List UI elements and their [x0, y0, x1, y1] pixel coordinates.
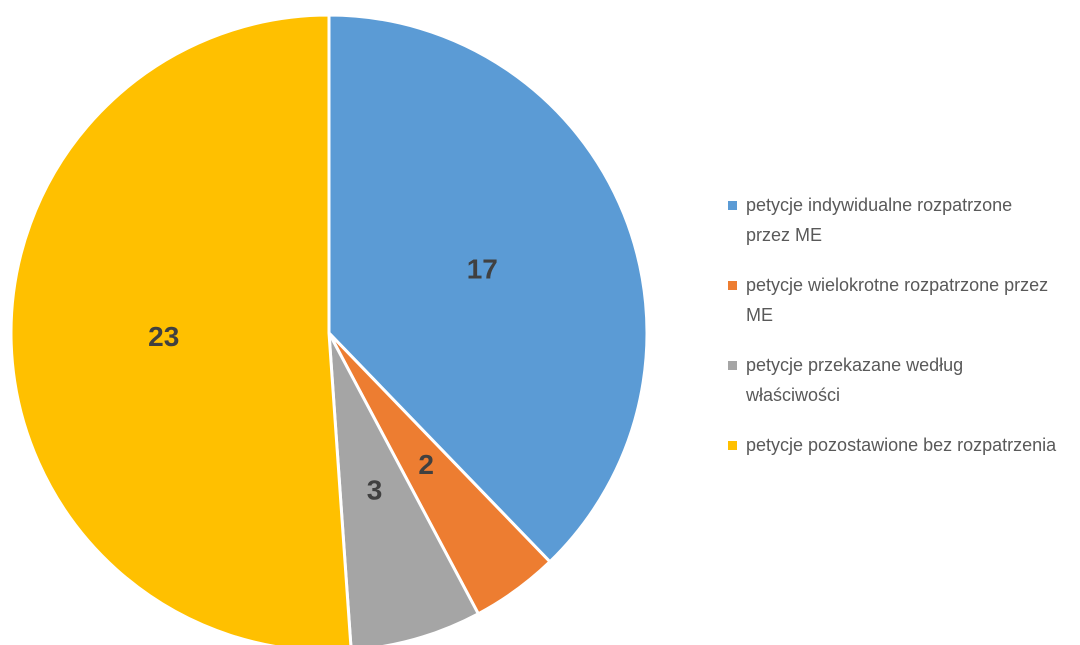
pie-slice: [9, 13, 353, 645]
legend-swatch: [728, 201, 737, 210]
legend-label: petycje przekazane według właściwości: [746, 355, 964, 405]
legend-entry: petycje indywidualne rozpatrzone przez M…: [728, 190, 1058, 250]
legend-swatch: [728, 281, 737, 290]
data-label: 17: [467, 253, 498, 284]
legend-label: petycje indywidualne rozpatrzone przez M…: [746, 195, 1013, 245]
pie-slice: [327, 332, 481, 645]
legend-label: petycje pozostawione bez rozpatrzenia: [746, 435, 1057, 455]
data-label: 23: [148, 321, 179, 352]
pie-slice: [327, 13, 649, 564]
legend-entry: petycje przekazane według właściwości: [728, 350, 1058, 410]
data-label: 2: [418, 449, 434, 480]
legend-swatch: [728, 361, 737, 370]
legend: petycje indywidualne rozpatrzone przez M…: [728, 190, 1058, 480]
legend-entry: petycje pozostawione bez rozpatrzenia: [728, 430, 1058, 460]
legend-swatch: [728, 441, 737, 450]
legend-label: petycje wielokrotne rozpatrzone przez ME: [746, 275, 1049, 325]
legend-entry: petycje wielokrotne rozpatrzone przez ME: [728, 270, 1058, 330]
data-label: 3: [367, 474, 383, 505]
